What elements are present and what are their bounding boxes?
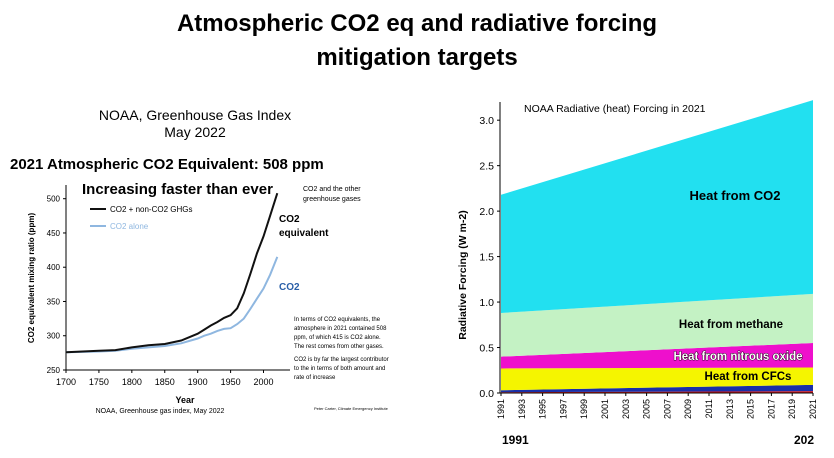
side-note-line-1: CO2 and the other <box>303 186 361 193</box>
left-y-tick-label: 300 <box>47 332 61 341</box>
left-headline: 2021 Atmospheric CO2 Equivalent: 508 ppm <box>10 156 324 173</box>
left-x-tick-label: 1850 <box>155 377 175 387</box>
right-x-tick-label: 2003 <box>621 399 631 419</box>
left-x-axis-label: Year <box>175 395 195 405</box>
left-y-axis-label: CO2 equivalent mixing ratio (ppm) <box>27 213 36 344</box>
left-source: NOAA, Greenhouse gas index, May 2022 <box>96 408 225 415</box>
line-label-co2eq-1: CO2 <box>279 214 300 225</box>
note-p2-l3: rate of increase <box>294 375 336 381</box>
left-subheadline: Increasing faster than ever <box>82 181 273 198</box>
right-y-tick-label: 0.5 <box>479 343 494 355</box>
left-header-line-1: NOAA, Greenhouse Gas Index <box>99 107 291 123</box>
left-x-tick-label: 1750 <box>89 377 109 387</box>
area-cfcs <box>501 367 813 391</box>
right-y-tick-label: 2.5 <box>479 161 494 173</box>
area-methane <box>501 293 813 357</box>
right-area-layers <box>501 100 813 393</box>
note-p2-l2: to the in terms of both amount and <box>294 366 385 372</box>
left-x-tick-label: 1800 <box>122 377 142 387</box>
line-label-co2eq-2: equivalent <box>279 228 329 239</box>
left-credit: Peter Carter, Climate Emergency Institut… <box>314 406 389 411</box>
series-line-co2-equivalent <box>65 192 279 354</box>
legend-label-co2eq: CO2 + non-CO2 GHGs <box>110 205 192 214</box>
right-x-tick-label: 2007 <box>662 399 672 419</box>
area-co2 <box>501 100 813 313</box>
left-panel: NOAA, Greenhouse Gas Index May 2022 2021… <box>10 107 389 415</box>
left-x-tick-label: 1950 <box>221 377 241 387</box>
note-p1-l4: The rest comes from other gases. <box>294 344 384 350</box>
right-chart-title: NOAA Radiative (heat) Forcing in 2021 <box>524 103 706 115</box>
right-bottom-right-label: 202 <box>794 433 814 447</box>
note-p1-l3: ppm, of which 415 is CO2 alone. <box>294 335 381 341</box>
right-x-tick-label: 2019 <box>787 399 797 419</box>
series-line-co2-alone <box>65 256 279 354</box>
right-panel: 0.00.51.01.52.02.53.0 1991 1993 1995 1997 19… <box>457 100 818 447</box>
left-x-tick-label: 2000 <box>253 377 273 387</box>
note-p1-l1: In terms of CO2 equivalents, the <box>294 317 381 323</box>
left-header-line-2: May 2022 <box>164 124 226 140</box>
note-p2-l1: CO2 is by far the largest contributor <box>294 357 389 363</box>
note-block: In terms of CO2 equivalents, the atmosph… <box>294 317 389 381</box>
right-y-tick-label: 0.0 <box>479 388 494 400</box>
right-x-tick-label: 2011 <box>704 399 714 418</box>
right-x-tick-label: 1993 <box>517 399 527 419</box>
right-x-tick-label: 2013 <box>725 399 735 419</box>
area-other-blue <box>501 384 813 393</box>
left-y-tick-label: 250 <box>47 366 61 375</box>
note-p1-l2: atmosphere in 2021 contained 508 <box>294 326 387 332</box>
side-note-line-2: greenhouse gases <box>303 196 361 203</box>
left-y-tick-label: 500 <box>47 195 61 204</box>
area-label-methane: Heat from methane <box>679 319 783 331</box>
right-x-tick-label: 2021 <box>808 399 818 419</box>
area-label-co2: Heat from CO2 <box>689 188 780 203</box>
line-label-co2: CO2 <box>279 282 300 293</box>
page-title-line-2: mitigation targets <box>316 44 518 71</box>
right-x-tick-label: 2015 <box>746 399 756 419</box>
left-y-tick-label: 350 <box>47 297 61 306</box>
right-x-tick-label: 1991 <box>496 399 506 419</box>
right-x-ticks: 1991 1993 1995 1997 1999 2001 2003 2005 2007 2009… <box>496 393 818 419</box>
left-x-tick-label: 1900 <box>188 377 208 387</box>
left-x-tick-label: 1700 <box>56 377 76 387</box>
right-y-tick-label: 3.0 <box>479 115 494 127</box>
right-bottom-left-label: 1991 <box>502 433 529 447</box>
left-y-tick-label: 450 <box>47 229 61 238</box>
left-y-ticks: 250 300 350 400 450 500 <box>47 195 66 375</box>
right-y-ticks: 0.0 0.5 1.0 1.5 2.0 2.5 3.0 <box>479 115 500 400</box>
right-x-tick-label: 1995 <box>538 399 548 419</box>
right-x-tick-label: 1999 <box>579 399 589 419</box>
page-title-line-1: Atmospheric CO2 eq and radiative forcing <box>176 10 658 37</box>
right-y-tick-label: 1.5 <box>479 252 494 264</box>
right-x-tick-label: 2009 <box>683 399 693 419</box>
right-y-tick-label: 2.0 <box>479 206 494 218</box>
right-x-tick-label: 2017 <box>766 399 776 419</box>
area-label-cfcs: Heat from CFCs <box>705 371 792 383</box>
area-label-nitrous-oxide: Heat from nitrous oxide <box>673 351 802 363</box>
right-y-tick-label: 1.0 <box>479 297 494 309</box>
right-y-axis-label: Radiative Forcing (W m-2) <box>457 210 469 340</box>
legend-label-co2: CO2 alone <box>110 222 149 231</box>
right-x-tick-label: 2005 <box>642 399 652 419</box>
right-x-tick-label: 2001 <box>600 399 610 419</box>
left-x-ticks: 1700 1750 1800 1850 1900 1950 2000 <box>56 370 274 387</box>
right-x-tick-label: 1997 <box>558 399 568 419</box>
left-y-tick-label: 400 <box>47 263 61 272</box>
area-nitrous-oxide <box>501 342 813 369</box>
